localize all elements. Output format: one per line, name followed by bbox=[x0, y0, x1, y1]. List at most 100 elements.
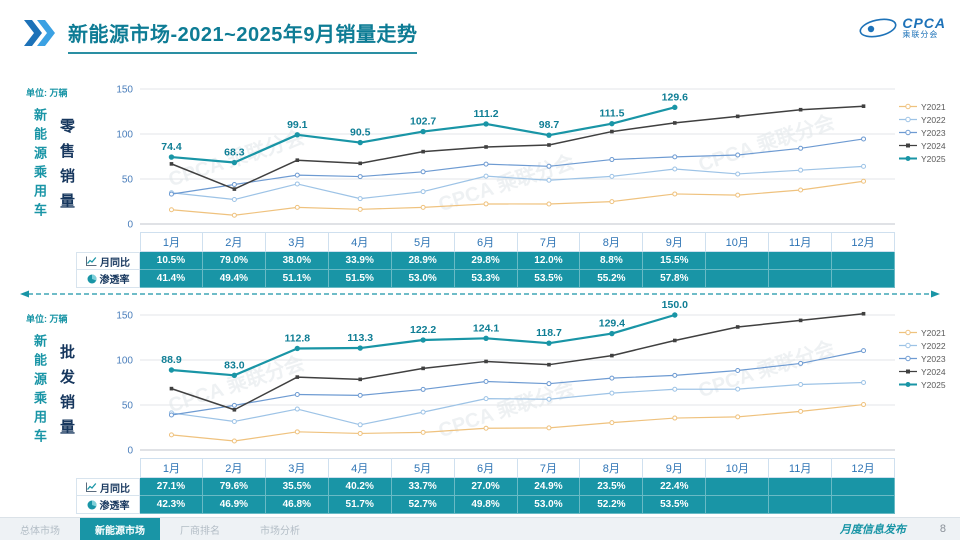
footer-tab[interactable]: 新能源市场 bbox=[80, 518, 160, 540]
logo-acronym: CPCA bbox=[902, 14, 946, 31]
wholesale-metric-labels: 月同比 渗透率 bbox=[76, 478, 140, 514]
divider-arrow bbox=[20, 290, 940, 298]
legend-item: Y2025 bbox=[899, 152, 959, 165]
penetration-value-cell bbox=[706, 270, 770, 288]
yoy-value-cell bbox=[832, 252, 895, 270]
legend-label: Y2025 bbox=[921, 153, 946, 164]
month-label: 3月 bbox=[265, 232, 329, 252]
legend-swatch bbox=[899, 329, 917, 336]
month-label: 7月 bbox=[517, 458, 581, 478]
footer-tab[interactable]: 市场分析 bbox=[260, 525, 300, 537]
penetration-value-cell: 53.5% bbox=[517, 270, 581, 288]
svg-text:50: 50 bbox=[122, 175, 134, 186]
month-label: 3月 bbox=[265, 458, 329, 478]
penetration-value-cell: 55.2% bbox=[580, 270, 644, 288]
legend-label: Y2024 bbox=[921, 140, 946, 151]
legend-item: Y2023 bbox=[899, 352, 959, 365]
svg-text:112.8: 112.8 bbox=[284, 332, 310, 344]
yoy-value-cell bbox=[769, 252, 833, 270]
svg-text:150: 150 bbox=[116, 85, 133, 96]
svg-text:99.1: 99.1 bbox=[287, 119, 308, 131]
footer-right: 月度信息发布 8 bbox=[840, 521, 960, 537]
legend-label: Y2021 bbox=[921, 327, 946, 338]
legend-label: Y2025 bbox=[921, 379, 946, 390]
svg-text:113.3: 113.3 bbox=[347, 332, 373, 344]
month-label: 12月 bbox=[832, 458, 895, 478]
penetration-value-cell: 49.8% bbox=[454, 496, 518, 514]
legend-swatch bbox=[899, 382, 917, 387]
month-label: 4月 bbox=[328, 232, 392, 252]
yoy-value-cell: 29.8% bbox=[454, 252, 518, 270]
svg-text:124.1: 124.1 bbox=[473, 322, 499, 334]
penetration-value-cell: 53.0% bbox=[517, 496, 581, 514]
svg-text:102.7: 102.7 bbox=[410, 116, 436, 128]
penetration-value-cell: 41.4% bbox=[140, 270, 203, 288]
svg-text:129.4: 129.4 bbox=[599, 318, 625, 330]
legend-label: Y2022 bbox=[921, 340, 946, 351]
retail-measure-label: 零售销量 bbox=[58, 118, 75, 218]
svg-text:100: 100 bbox=[116, 356, 133, 367]
vehicle-group-label: 新能源乘用车 bbox=[32, 108, 47, 222]
svg-text:0: 0 bbox=[127, 220, 133, 231]
metric-row-label-text: 渗透率 bbox=[99, 501, 130, 512]
svg-text:150: 150 bbox=[116, 311, 133, 322]
legend-label: Y2021 bbox=[921, 101, 946, 112]
month-label: 2月 bbox=[202, 458, 266, 478]
svg-text:90.5: 90.5 bbox=[350, 127, 371, 139]
svg-text:83.0: 83.0 bbox=[224, 359, 245, 371]
footer-tab[interactable]: 厂商排名 bbox=[180, 525, 220, 537]
penetration-value-cell: 42.3% bbox=[140, 496, 203, 514]
metric-row-label: 渗透率 bbox=[76, 496, 140, 514]
legend-swatch bbox=[899, 143, 917, 148]
line-chart-icon bbox=[86, 256, 97, 266]
svg-text:100: 100 bbox=[116, 130, 133, 141]
yoy-value-cell: 33.7% bbox=[391, 478, 455, 496]
svg-text:129.6: 129.6 bbox=[662, 91, 688, 103]
double-chevron-icon bbox=[24, 20, 55, 46]
footer-tab[interactable]: 总体市场 bbox=[20, 525, 60, 537]
yoy-value-cell: 10.5% bbox=[140, 252, 203, 270]
legend-swatch bbox=[899, 116, 917, 123]
legend-item: Y2025 bbox=[899, 378, 959, 391]
svg-text:98.7: 98.7 bbox=[539, 119, 560, 131]
penetration-value-cell: 46.8% bbox=[265, 496, 329, 514]
month-label: 11月 bbox=[769, 458, 833, 478]
yoy-value-cell: 33.9% bbox=[328, 252, 392, 270]
penetration-value-cell: 52.7% bbox=[391, 496, 455, 514]
penetration-value-cell: 51.7% bbox=[328, 496, 392, 514]
legend-item: Y2022 bbox=[899, 339, 959, 352]
metric-row-label-text: 渗透率 bbox=[99, 275, 130, 286]
month-label: 5月 bbox=[391, 232, 455, 252]
month-label: 1月 bbox=[140, 458, 203, 478]
penetration-value-cell: 52.2% bbox=[580, 496, 644, 514]
retail-chart-area: CPCA 乘联分会 CPCA 乘联分会 CPCA 乘联分会 0 50 100 150 7… bbox=[105, 72, 895, 232]
penetration-value-cell: 51.1% bbox=[265, 270, 329, 288]
retail-chart: 0 50 100 150 74.4 68.3 99.1 90.5 102.7 111.2 98.7 1… bbox=[116, 85, 895, 231]
pie-icon bbox=[87, 500, 96, 509]
legend-label: Y2024 bbox=[921, 366, 946, 377]
legend-swatch bbox=[899, 129, 917, 136]
month-label: 8月 bbox=[580, 232, 644, 252]
penetration-value-cell: 49.4% bbox=[202, 270, 266, 288]
header: 新能源市场-2021~2025年9月销量走势 CPCA 乘联分会 bbox=[24, 14, 946, 62]
metric-row-label-text: 月同比 bbox=[100, 257, 130, 269]
month-label: 2月 bbox=[202, 232, 266, 252]
yoy-value-cell: 28.9% bbox=[391, 252, 455, 270]
footer: 总体市场 新能源市场 厂商排名 市场分析 月度信息发布 8 bbox=[0, 517, 960, 540]
legend-item: Y2022 bbox=[899, 113, 959, 126]
unit-label: 单位: 万辆 bbox=[26, 88, 68, 98]
legend-swatch bbox=[899, 342, 917, 349]
yoy-value-cell bbox=[769, 478, 833, 496]
yoy-value-cell: 79.0% bbox=[202, 252, 266, 270]
svg-text:50: 50 bbox=[122, 401, 134, 412]
month-label: 6月 bbox=[454, 232, 518, 252]
penetration-value-cell bbox=[832, 496, 895, 514]
svg-text:74.4: 74.4 bbox=[161, 141, 182, 153]
month-label: 4月 bbox=[328, 458, 392, 478]
vehicle-group-label: 新能源乘用车 bbox=[32, 334, 47, 448]
penetration-value-cell bbox=[769, 270, 833, 288]
legend-label: Y2022 bbox=[921, 114, 946, 125]
cpca-logo-icon bbox=[859, 18, 897, 38]
yoy-value-cell bbox=[706, 252, 770, 270]
penetration-value-cell: 53.5% bbox=[643, 496, 707, 514]
